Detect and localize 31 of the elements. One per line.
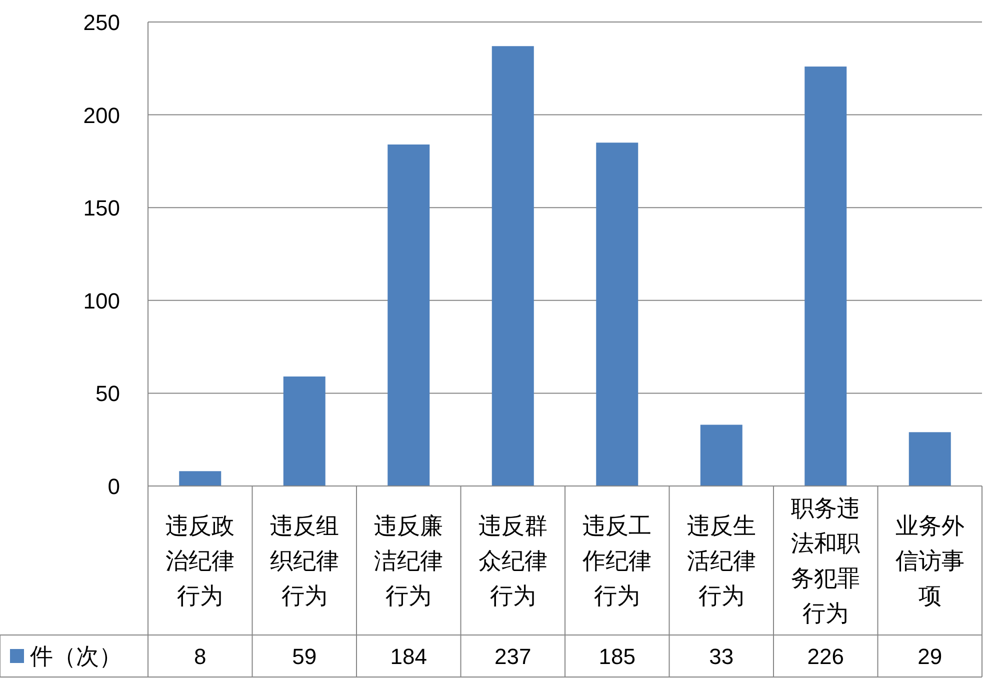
x-tick-label: 职务违法和职务犯罪行为 xyxy=(791,495,860,626)
bar xyxy=(908,432,951,486)
x-tick-label: 违反组织纪律行为 xyxy=(270,512,339,608)
bar xyxy=(283,376,326,486)
y-tick-label: 50 xyxy=(96,381,120,406)
y-tick-label: 100 xyxy=(83,288,120,314)
y-tick-label: 200 xyxy=(83,102,120,128)
data-label: 185 xyxy=(598,644,636,669)
data-label: 184 xyxy=(390,644,427,669)
bar xyxy=(596,142,638,486)
x-tick-label: 违反群众纪律行为 xyxy=(478,512,548,608)
data-label: 8 xyxy=(194,644,206,669)
bar xyxy=(179,471,222,486)
data-label: 59 xyxy=(292,644,317,669)
x-tick-label: 违反工作纪律行为 xyxy=(582,512,652,608)
data-label: 33 xyxy=(709,644,734,669)
bar xyxy=(492,46,534,486)
y-tick-label: 250 xyxy=(83,10,120,35)
data-label: 237 xyxy=(494,644,532,669)
data-label: 226 xyxy=(807,644,844,669)
x-tick-label: 违反政治纪律行为 xyxy=(166,512,235,608)
bar xyxy=(804,66,847,486)
x-tick-label: 违反廉洁纪律行为 xyxy=(374,512,444,608)
bar xyxy=(388,144,430,486)
y-tick-label: 150 xyxy=(83,196,120,221)
data-label: 29 xyxy=(918,644,942,669)
bar xyxy=(700,424,742,486)
x-tick-label: 业务外信访事项 xyxy=(895,512,964,608)
x-tick-label: 违反生活纪律行为 xyxy=(686,512,756,608)
legend-label: 件（次） xyxy=(30,643,122,669)
y-tick-label: 0 xyxy=(108,474,120,499)
